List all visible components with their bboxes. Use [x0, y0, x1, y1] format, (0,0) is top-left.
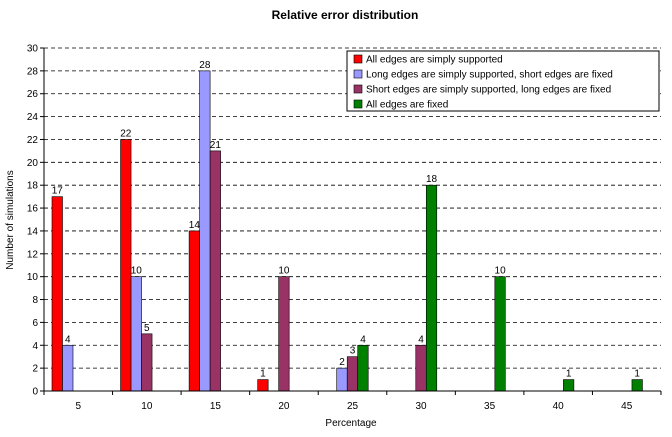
bar	[336, 367, 348, 392]
x-tick-label: 35	[484, 401, 496, 412]
data-label: 5	[144, 323, 150, 334]
bar	[425, 184, 438, 392]
y-tick-label: 18	[27, 181, 39, 192]
legend: All edges are simply supported Long edges…	[346, 50, 660, 112]
legend-entry: All edges are fixed	[366, 100, 448, 111]
data-label: 2	[339, 357, 345, 368]
x-tick-label: 5	[75, 401, 81, 412]
legend-box	[346, 50, 660, 112]
y-tick-label: 6	[32, 318, 38, 329]
y-tick-label: 12	[27, 249, 39, 260]
legend-entry: Short edges are simply supported, long e…	[366, 85, 611, 96]
bar	[188, 230, 200, 392]
bar	[278, 276, 290, 392]
data-label: 4	[65, 334, 71, 345]
x-tick-label: 30	[415, 401, 427, 412]
data-label: 14	[189, 220, 201, 231]
y-tick-label: 8	[32, 295, 38, 306]
data-label: 28	[199, 60, 211, 71]
data-label: 1	[634, 369, 640, 380]
y-tick-label: 28	[27, 66, 39, 77]
bar	[563, 379, 575, 392]
x-axis-label: Percentage	[325, 418, 377, 429]
bar	[346, 356, 359, 392]
y-tick-label: 10	[27, 272, 39, 283]
legend-swatch	[353, 84, 363, 94]
bar	[494, 276, 506, 392]
data-label: 17	[52, 186, 64, 197]
x-tick-label: 10	[141, 401, 153, 412]
y-axis-label: Number of simulations	[5, 170, 16, 269]
x-tick-label: 40	[553, 401, 565, 412]
y-tick-label: 2	[32, 364, 38, 375]
data-label: 4	[418, 334, 424, 345]
x-tick-label: 45	[621, 401, 633, 412]
legend-swatch	[353, 54, 363, 64]
bar	[120, 139, 132, 392]
axes	[43, 48, 661, 392]
data-label: 10	[495, 266, 507, 277]
y-tick-label: 20	[27, 158, 39, 169]
bar	[209, 150, 221, 392]
y-tick-label: 24	[27, 112, 39, 123]
x-tick-label: 25	[347, 401, 359, 412]
bars	[51, 70, 643, 392]
x-axis-ticks: 5 10 15 20 25 30 35 40 45	[43, 391, 662, 412]
legend-entry: Long edges are simply supported, short e…	[366, 70, 613, 81]
y-tick-label: 26	[27, 89, 39, 100]
data-label: 1	[260, 369, 266, 380]
data-label: 4	[360, 334, 366, 345]
data-label: 10	[278, 266, 290, 277]
bar	[199, 70, 211, 392]
bar	[141, 333, 153, 392]
bar	[415, 344, 427, 392]
data-label: 3	[350, 346, 356, 357]
data-label: 22	[120, 128, 132, 139]
data-label: 10	[131, 266, 143, 277]
data-label: 18	[426, 174, 438, 185]
bar	[357, 344, 369, 392]
bar	[62, 344, 74, 392]
bar	[631, 379, 643, 392]
legend-entry: All edges are simply supported	[366, 55, 503, 66]
y-tick-label: 0	[32, 387, 38, 398]
legend-swatch	[353, 69, 363, 79]
legend-swatch	[353, 99, 363, 109]
y-tick-label: 16	[27, 204, 39, 215]
y-tick-label: 14	[27, 226, 39, 237]
x-tick-label: 15	[210, 401, 222, 412]
x-tick-label: 20	[278, 401, 290, 412]
y-tick-label: 22	[27, 135, 39, 146]
y-tick-label: 4	[32, 341, 38, 352]
bar	[51, 196, 63, 392]
data-label: 1	[566, 369, 572, 380]
bar	[257, 379, 269, 392]
chart-title: Relative error distribution	[272, 8, 419, 22]
bar	[130, 276, 142, 392]
y-tick-label: 30	[27, 44, 39, 55]
data-label: 21	[210, 140, 222, 151]
